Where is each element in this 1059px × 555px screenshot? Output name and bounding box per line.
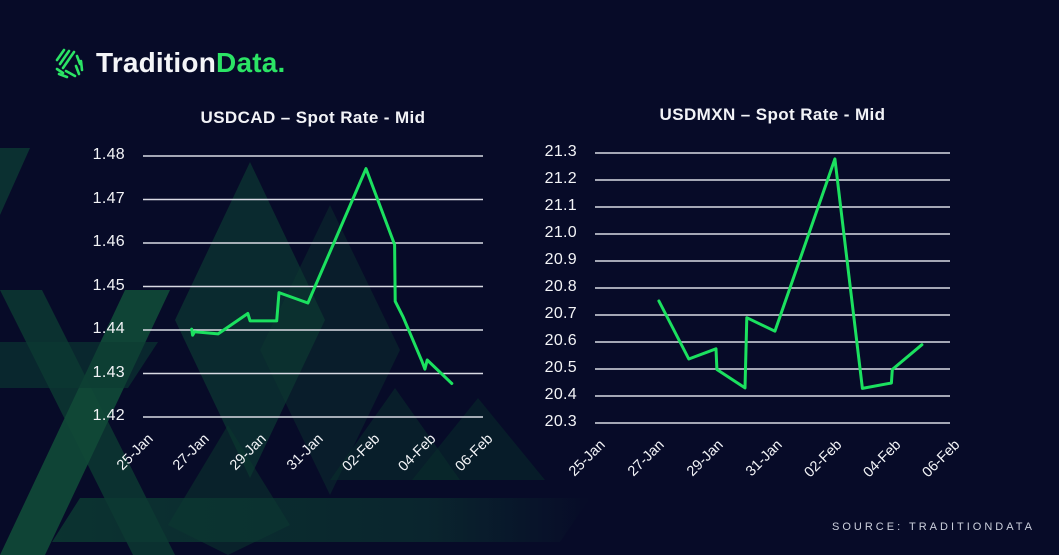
- x-tick-label: 06-Feb: [919, 437, 964, 481]
- y-tick-label: 1.46: [92, 233, 125, 250]
- y-tick-label: 1.48: [92, 146, 125, 163]
- y-tick-label: 21.1: [544, 197, 577, 214]
- rate-line: [657, 157, 924, 390]
- x-tick-label: 02-Feb: [801, 437, 845, 481]
- y-tick-label: 21.3: [544, 143, 577, 160]
- x-tick-label: 27-Jan: [624, 437, 668, 480]
- brand-name-second: Data.: [216, 47, 286, 78]
- x-tick-label: 04-Feb: [860, 437, 905, 481]
- chart-title-usdmxn: USDMXN – Spot Rate - Mid: [659, 105, 886, 124]
- traditiondata-logo-icon: [55, 48, 84, 79]
- chart-title-usdcad: USDCAD – Spot Rate - Mid: [200, 108, 426, 127]
- rate-line: [190, 167, 454, 385]
- y-tick-label: 20.3: [544, 413, 577, 430]
- y-tick-label: 20.8: [544, 278, 577, 295]
- y-tick-label: 1.47: [92, 189, 125, 207]
- x-tick-label: 31-Jan: [743, 437, 786, 480]
- y-tick-label: 20.4: [544, 386, 577, 403]
- y-tick-label: 20.6: [544, 332, 577, 349]
- y-tick-label: 20.7: [544, 305, 577, 322]
- y-tick-label: 1.42: [92, 407, 125, 424]
- traditiondata-logo: TraditionData.: [53, 46, 286, 80]
- y-tick-label: 21.0: [544, 224, 577, 241]
- source-label: SOURCE: TRADITIONDATA: [832, 521, 1035, 533]
- y-tick-label: 21.2: [544, 170, 577, 187]
- y-tick-label: 20.5: [544, 359, 577, 376]
- x-tick-label: 25-Jan: [565, 437, 609, 480]
- y-tick-label: 1.44: [92, 320, 125, 337]
- y-tick-label: 20.9: [544, 251, 577, 268]
- brand-name-first: Tradition: [96, 47, 217, 78]
- y-tick-label: 1.45: [92, 276, 125, 294]
- plot-area: [143, 155, 483, 418]
- plot-area: [595, 152, 950, 424]
- y-tick-label: 1.43: [92, 363, 125, 381]
- brand-name: TraditionData.: [96, 46, 286, 80]
- x-tick-label: 29-Jan: [683, 437, 727, 480]
